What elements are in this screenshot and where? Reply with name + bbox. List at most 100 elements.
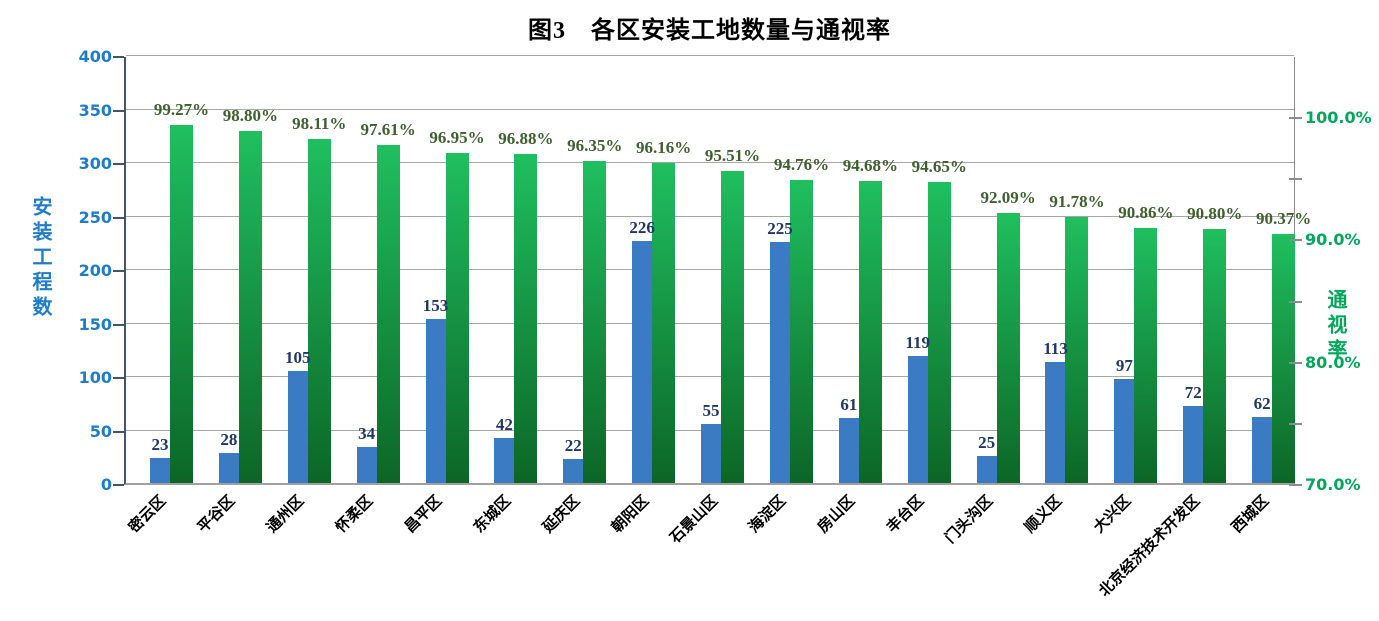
install-count-label: 55: [702, 401, 720, 421]
left-axis-tick-label: 0: [100, 475, 112, 494]
install-count-label: 23: [151, 435, 169, 455]
visibility-rate-label: 98.80%: [222, 105, 278, 125]
install-count-bar: [287, 370, 308, 483]
right-axis-tick: [1289, 178, 1302, 181]
install-count-bar: [1114, 379, 1135, 483]
gridline: [126, 376, 1294, 377]
install-count-label: 34: [358, 423, 376, 443]
right-axis-tick-label: 100.0%: [1305, 108, 1372, 128]
right-axis-title: 通视率: [1324, 289, 1346, 364]
install-count-bar: [907, 355, 928, 483]
plot-area: 23 99.27% 28 98.80% 105 98.11% 34 97.61% 153 96.9…: [124, 55, 1311, 485]
right-axis-tick: [1289, 422, 1302, 425]
install-count-label: 42: [495, 415, 513, 435]
category-label: 密云区: [126, 493, 170, 537]
visibility-rate-bar: [996, 212, 1020, 483]
left-axis-tick-label: 400: [78, 47, 112, 66]
visibility-rate-bar: [858, 181, 882, 483]
left-axis-tick-label: 50: [89, 421, 112, 441]
visibility-rate-bar: [652, 163, 676, 483]
visibility-rate-label: 98.11%: [292, 114, 347, 134]
right-axis-tick: [1289, 300, 1302, 303]
install-count-label: 97: [1115, 356, 1133, 376]
visibility-rate-bar: [445, 153, 469, 483]
visibility-rate-bar: [1134, 227, 1158, 483]
gridline: [126, 322, 1294, 324]
gridline: [126, 215, 1294, 217]
install-count-bar: [1252, 416, 1273, 483]
visibility-rate-label: 96.95%: [429, 128, 485, 148]
install-count-label: 113: [1043, 339, 1068, 359]
visibility-rate-bar: [1272, 233, 1296, 483]
install-count-label: 25: [978, 433, 996, 453]
visibility-rate-label: 92.09%: [980, 187, 1036, 207]
left-axis-tick-label: 100: [78, 368, 112, 387]
install-count-label: 153: [422, 296, 449, 316]
visibility-rate-bar: [1203, 228, 1227, 483]
visibility-rate-bar: [583, 160, 607, 483]
install-count-bar: [494, 438, 515, 483]
install-count-bar: [356, 446, 377, 483]
right-axis-tick: [1289, 117, 1302, 120]
visibility-rate-label: 94.65%: [911, 156, 967, 176]
install-count-bar: [563, 459, 584, 483]
left-axis-tick: [113, 163, 124, 165]
right-axis-tick-label: 80.0%: [1305, 352, 1361, 372]
visibility-rate-bar: [307, 139, 331, 483]
install-count-bar: [701, 424, 722, 483]
install-count-bar: [218, 453, 239, 483]
left-axis-title: 安装工程数: [29, 196, 51, 321]
install-count-label: 226: [629, 218, 655, 238]
left-axis-tick: [113, 430, 124, 433]
visibility-rate-label: 90.86%: [1118, 202, 1174, 222]
gridline: [126, 162, 1294, 163]
left-axis-tick: [113, 270, 124, 272]
left-axis-tick: [113, 377, 124, 379]
left-axis-tick: [113, 323, 124, 326]
install-count-bar: [150, 458, 170, 483]
left-axis-tick-label: 250: [78, 207, 112, 227]
install-count-bar: [1045, 362, 1066, 483]
install-count-label: 105: [285, 347, 311, 367]
visibility-rate-label: 97.61%: [360, 120, 416, 140]
visibility-rate-bar: [1065, 216, 1089, 483]
left-axis-tick: [113, 109, 124, 112]
visibility-rate-label: 91.78%: [1049, 191, 1105, 211]
install-count-label: 61: [840, 394, 858, 414]
right-axis-tick: [1289, 239, 1302, 242]
visibility-rate-label: 96.88%: [498, 129, 554, 149]
right-axis-tick: [1289, 484, 1302, 486]
left-axis-tick-label: 150: [78, 314, 112, 334]
install-count-bar: [425, 319, 446, 483]
chart-title: 图3 各区安装工地数量与通视率: [528, 18, 891, 44]
install-count-bar: [838, 417, 859, 483]
left-axis-tick-label: 350: [78, 100, 112, 120]
gridline: [126, 269, 1294, 270]
install-count-bar: [769, 242, 790, 483]
install-count-label: 72: [1184, 382, 1202, 402]
install-count-label: 28: [220, 430, 238, 450]
gridline: [126, 108, 1294, 110]
install-count-bar: [1183, 405, 1204, 483]
visibility-rate-bar: [514, 154, 538, 483]
install-count-bar: [632, 241, 653, 483]
left-axis-tick: [113, 484, 124, 486]
install-count-bar: [976, 456, 997, 483]
visibility-rate-label: 90.80%: [1187, 203, 1243, 223]
visibility-rate-label: 99.27%: [153, 100, 210, 120]
left-axis-tick-label: 200: [78, 261, 112, 280]
install-count-label: 62: [1253, 393, 1271, 413]
visibility-rate-bar: [721, 171, 745, 483]
visibility-rate-bar: [927, 181, 951, 483]
visibility-rate-label: 94.76%: [773, 155, 830, 175]
visibility-rate-label: 94.68%: [842, 156, 898, 176]
install-count-label: 225: [767, 219, 793, 239]
visibility-rate-label: 96.35%: [567, 135, 623, 155]
right-axis-tick-label: 70.0%: [1305, 475, 1361, 494]
left-axis-tick: [113, 216, 124, 219]
right-axis-tick-label: 90.0%: [1305, 230, 1361, 250]
gridline: [126, 55, 1294, 56]
install-count-label: 22: [564, 436, 582, 456]
left-axis-tick: [113, 56, 124, 58]
visibility-rate-bar: [170, 125, 193, 483]
